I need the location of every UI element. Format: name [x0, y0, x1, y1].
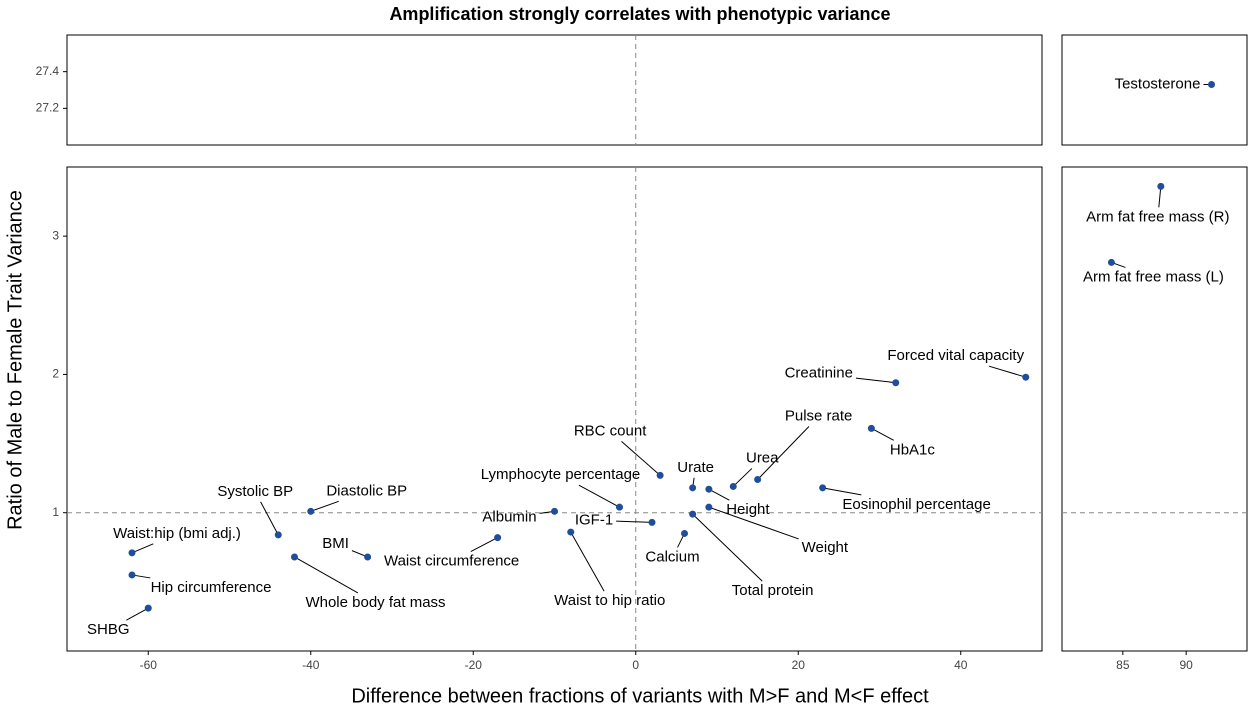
y-tick-label: 1 — [52, 505, 59, 519]
point-label: Urea — [746, 449, 779, 466]
leader-line — [570, 531, 605, 592]
point — [616, 503, 623, 511]
y-tick-label: 27.4 — [36, 64, 60, 78]
point-label: Height — [726, 501, 770, 518]
point — [128, 549, 136, 557]
point — [819, 484, 827, 492]
point — [364, 553, 372, 561]
x-tick-label: 90 — [1179, 658, 1193, 672]
point-label: Diastolic BP — [326, 482, 407, 499]
point-label: Hip circumference — [151, 579, 272, 596]
point-label: Forced vital capacity — [887, 347, 1024, 364]
leader-line — [692, 513, 763, 582]
point-label: Arm fat free mass (R) — [1086, 208, 1229, 225]
point — [1208, 81, 1216, 88]
point — [144, 604, 152, 612]
point-label: Pulse rate — [785, 407, 853, 424]
point — [1107, 258, 1115, 266]
point — [1157, 182, 1165, 190]
x-axis-label: Difference between fractions of variants… — [351, 685, 929, 707]
point — [567, 528, 575, 536]
point — [307, 507, 315, 515]
x-tick-label: 40 — [954, 658, 968, 672]
point — [681, 529, 688, 537]
point — [128, 571, 136, 579]
leader-line — [131, 543, 154, 554]
point-label: Waist to hip ratio — [554, 592, 665, 609]
point-label: Calcium — [645, 548, 699, 565]
x-tick-label: -60 — [140, 658, 158, 672]
point-label: HbA1c — [890, 441, 936, 458]
point-label: Creatinine — [785, 365, 853, 382]
point-label: Urate — [677, 459, 714, 476]
point — [705, 485, 713, 493]
point-label: Systolic BP — [217, 483, 293, 500]
point — [551, 507, 558, 515]
point — [689, 510, 697, 518]
point-label: IGF-1 — [575, 511, 613, 528]
point — [648, 518, 656, 526]
leader-line — [708, 488, 730, 501]
y-tick-label: 2 — [52, 367, 59, 381]
leader-line — [855, 377, 896, 384]
point — [494, 534, 502, 542]
point-label: Whole body fat mass — [305, 594, 445, 611]
point — [754, 476, 762, 484]
leader-line — [871, 427, 894, 441]
x-tick-label: 0 — [632, 658, 639, 672]
leader-line — [621, 441, 661, 476]
point-label: RBC count — [574, 422, 647, 439]
point — [867, 424, 875, 432]
leader-line — [126, 607, 149, 621]
point-label: SHBG — [87, 621, 130, 638]
leader-line — [310, 500, 339, 512]
y-tick-label: 3 — [52, 228, 59, 242]
x-tick-label: -40 — [302, 658, 320, 672]
point — [689, 484, 697, 492]
point — [1022, 373, 1030, 381]
point-label: Arm fat free mass (L) — [1083, 268, 1224, 285]
leader-line — [578, 484, 620, 508]
y-tick-label: 27.2 — [36, 101, 60, 115]
point-label: Weight — [802, 539, 849, 556]
leader-line — [260, 501, 279, 536]
chart-title: Amplification strongly correlates with p… — [389, 4, 890, 24]
x-tick-label: 85 — [1116, 658, 1130, 672]
panel-frame — [66, 166, 1043, 652]
panel-frame — [66, 34, 1043, 146]
leader-line — [732, 468, 753, 487]
point — [656, 471, 664, 479]
panel-frame — [1061, 34, 1248, 146]
x-tick-label: -20 — [465, 658, 483, 672]
point-label: Lymphocyte percentage — [481, 466, 641, 483]
point-label: Waist circumference — [384, 553, 519, 570]
leader-line — [294, 556, 359, 594]
point-label: Eosinophil percentage — [842, 496, 990, 513]
leader-line — [822, 487, 862, 496]
x-tick-label: 20 — [792, 658, 806, 672]
point — [274, 531, 282, 539]
point — [705, 503, 713, 511]
leader-line — [1158, 186, 1162, 208]
leader-line — [470, 537, 498, 553]
point — [291, 553, 298, 561]
point — [892, 379, 900, 387]
point-label: Testosterone — [1115, 75, 1201, 92]
y-axis-label: Ratio of Male to Female Trait Variance — [4, 190, 26, 530]
leader-line — [757, 426, 810, 480]
leader-line — [708, 506, 799, 540]
panel-frame — [1061, 166, 1248, 652]
point — [729, 482, 737, 490]
leader-line — [988, 365, 1026, 378]
point-label: Total protein — [732, 582, 814, 599]
point-label: Albumin — [482, 508, 536, 525]
point-label: Waist:hip (bmi adj.) — [113, 525, 241, 542]
leader-line — [616, 520, 653, 523]
point-label: BMI — [322, 535, 349, 552]
